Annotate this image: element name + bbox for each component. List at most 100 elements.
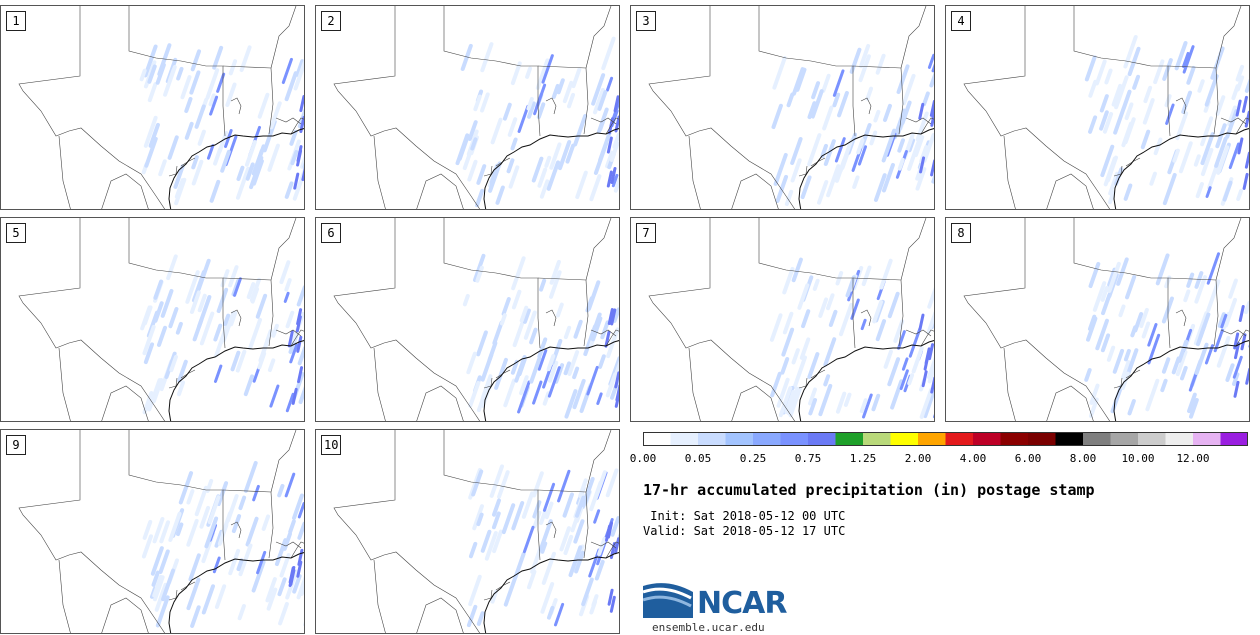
state-border (920, 329, 934, 347)
precip-streak (807, 101, 817, 120)
precip-streak (221, 511, 232, 536)
precip-streak (476, 384, 490, 413)
color-swatch (918, 432, 946, 446)
state-border (180, 369, 196, 379)
precip-streak (1227, 105, 1237, 126)
precip-streak (284, 278, 292, 292)
precip-streak (567, 92, 576, 109)
precip-streak (235, 166, 251, 200)
precip-streak (230, 350, 241, 372)
precip-streak (292, 574, 302, 594)
precip-streak (1216, 336, 1231, 368)
tick-label: 0.05 (684, 452, 712, 465)
precip-streak (188, 553, 201, 582)
precip-streak (600, 320, 610, 340)
precip-streak (1215, 95, 1226, 116)
precip-streak (784, 389, 796, 414)
state-border (128, 6, 226, 137)
precip-streak (256, 550, 267, 575)
precip-streak (1175, 350, 1188, 377)
precip-streak (823, 337, 837, 367)
precip-streak (142, 324, 156, 356)
precip-streak (792, 355, 807, 390)
ncar-logo-icon (643, 583, 693, 618)
precip-map (333, 6, 619, 209)
precip-streak (811, 81, 821, 100)
precip-streak (1106, 345, 1116, 362)
precip-streak (923, 386, 934, 419)
precip-streak (468, 541, 478, 559)
state-border (590, 541, 617, 549)
state-border (810, 369, 826, 379)
precip-streak (927, 368, 934, 384)
valid-time: Valid: Sat 2018-05-12 17 UTC (643, 524, 846, 538)
precip-streak (236, 165, 245, 182)
precip-streak (205, 68, 220, 100)
precip-streak (252, 484, 260, 502)
precip-streak (606, 136, 613, 154)
precip-streak (771, 103, 783, 130)
precip-streak (201, 584, 215, 615)
precip-streak (609, 595, 616, 613)
precip-streak (529, 356, 542, 384)
precip-streak (1194, 271, 1204, 289)
precip-streak (1165, 103, 1175, 125)
tick-label: 1.25 (849, 452, 877, 465)
precip-streak (174, 177, 187, 206)
precip-streak (542, 482, 556, 512)
precip-streak (834, 157, 847, 183)
precip-streak (1193, 311, 1209, 346)
precip-streak (228, 59, 238, 76)
precip-streak (1245, 367, 1249, 385)
precip-streak (604, 330, 611, 348)
state-border (1220, 329, 1247, 337)
precip-streak (1206, 279, 1221, 313)
precip-streak (267, 358, 276, 373)
precip-streak (575, 495, 586, 518)
precip-streak (476, 164, 487, 185)
state-border (230, 521, 242, 539)
precip-streak (799, 337, 811, 360)
color-swatch (890, 432, 919, 446)
precip-streak (1123, 183, 1133, 201)
precip-streak (547, 360, 559, 383)
coastline (168, 128, 304, 209)
precip-streak (1228, 278, 1238, 299)
precip-streak (1198, 324, 1207, 339)
precip-streak (776, 377, 790, 408)
precip-streak (919, 156, 926, 174)
precip-streak (216, 287, 229, 314)
state-border (443, 6, 541, 137)
precip-streak (228, 265, 239, 288)
tick-label: 0.75 (794, 452, 822, 465)
precip-streak (834, 137, 846, 163)
precip-streak (289, 343, 299, 364)
precip-streak (1177, 339, 1189, 363)
precip-streak (169, 354, 178, 373)
state-border (545, 309, 557, 327)
precip-map (333, 430, 619, 633)
precip-streak (1160, 378, 1168, 393)
precip-streak (871, 393, 881, 412)
state-border (963, 218, 1111, 421)
precip-streak (502, 102, 512, 121)
precip-streak (1147, 333, 1161, 365)
precip-map (18, 430, 304, 633)
member-panel-3: 3 (630, 5, 935, 210)
precip-streak (1220, 313, 1228, 329)
precip-streak (773, 152, 788, 186)
precip-streak (209, 95, 219, 116)
tick-label: 0.00 (629, 452, 657, 465)
precip-streak (466, 351, 477, 375)
precip-streak (539, 509, 548, 525)
state-border (590, 329, 617, 337)
precip-streak (176, 522, 184, 537)
precip-streak (296, 560, 303, 578)
precip-streak (243, 374, 254, 397)
color-swatch (1138, 432, 1166, 446)
precip-streak (224, 129, 233, 149)
precip-streak (476, 330, 488, 357)
precip-streak (1143, 85, 1153, 104)
member-panel-1: 1 (0, 5, 305, 210)
color-swatch (863, 432, 891, 446)
